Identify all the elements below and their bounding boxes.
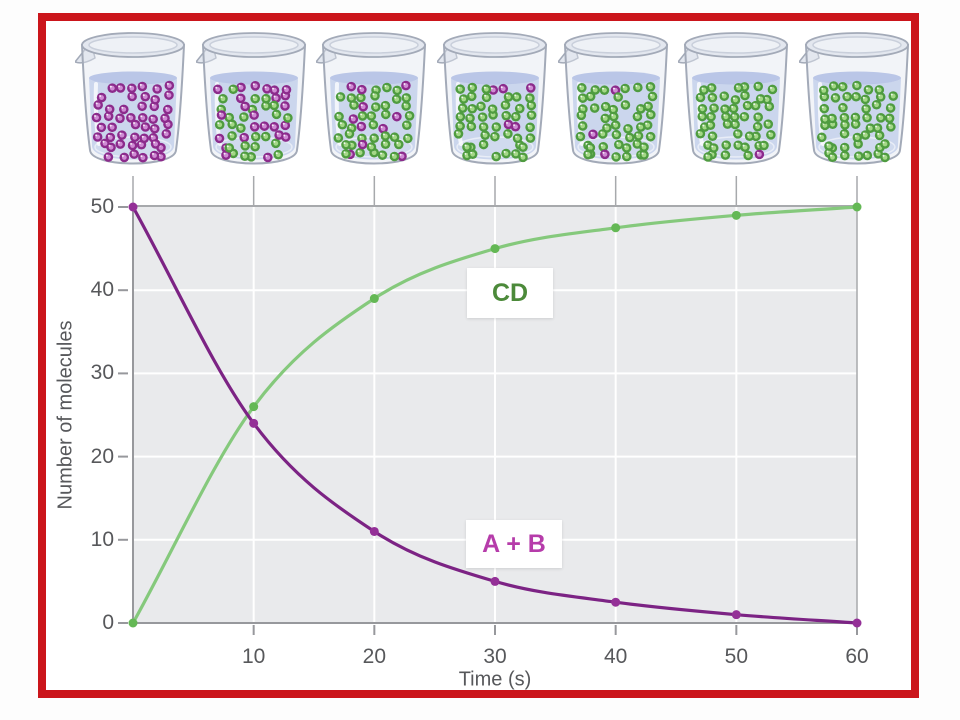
data-curves [131,205,859,625]
data-point [249,418,259,428]
data-point [852,202,862,212]
data-point [369,526,379,536]
data-point [490,244,500,254]
data-point [611,597,621,607]
data-point [490,576,500,586]
data-point [731,210,741,220]
curve-a-plus-b [131,205,859,625]
curve-cd [131,205,859,625]
data-point [128,202,138,212]
data-point [731,610,741,620]
beaker-drop-lines [132,176,858,206]
axes [132,205,858,624]
data-points [128,202,862,628]
data-point [249,402,259,412]
data-point [611,223,621,233]
tick-marks [118,206,858,635]
data-point [369,294,379,304]
data-point [128,618,138,628]
data-point [852,618,862,628]
